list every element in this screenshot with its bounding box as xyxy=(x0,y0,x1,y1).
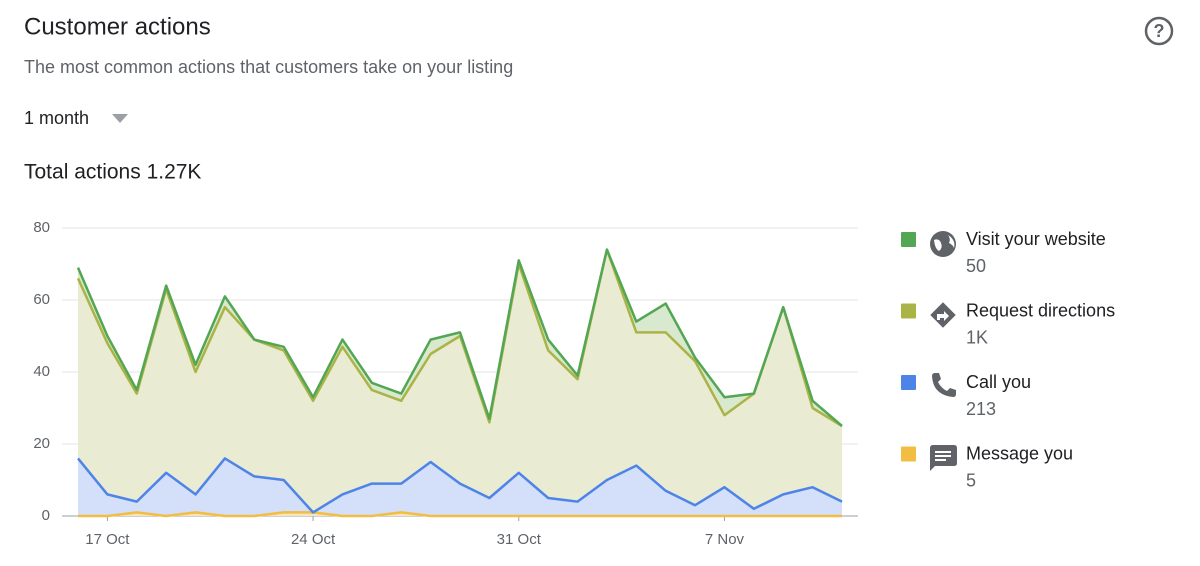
legend: Visit your website 50 Request directions 1K… xyxy=(901,229,1115,490)
message-icon xyxy=(930,445,957,471)
y-tick-label: 80 xyxy=(33,219,50,236)
x-tick-label: 31 Oct xyxy=(497,531,542,548)
y-tick-label: 0 xyxy=(42,507,50,524)
legend-swatch xyxy=(901,375,916,390)
legend-icons xyxy=(930,231,957,471)
area-fill xyxy=(78,458,842,516)
legend-label: Call you xyxy=(966,372,1031,392)
area-fill xyxy=(78,249,842,513)
help-icon[interactable]: ? xyxy=(1144,16,1174,46)
legend-label: Visit your website xyxy=(966,229,1106,249)
legend-total: 50 xyxy=(966,256,986,276)
dropdown-arrow[interactable] xyxy=(112,114,128,123)
title: Customer actions xyxy=(24,13,211,40)
x-tick-label: 7 Nov xyxy=(705,531,745,548)
period-select[interactable]: 1 month xyxy=(24,108,89,128)
directions-icon xyxy=(930,302,956,328)
legend-label: Message you xyxy=(966,443,1073,463)
subtitle: The most common actions that customers t… xyxy=(24,57,513,77)
svg-text:?: ? xyxy=(1154,21,1165,41)
y-tick-label: 20 xyxy=(33,435,50,452)
legend-total: 213 xyxy=(966,399,996,419)
area-line xyxy=(77,457,843,514)
total-actions: Total actions 1.27K xyxy=(24,161,201,184)
legend-total: 1K xyxy=(966,327,988,347)
phone-icon xyxy=(932,373,956,397)
y-tick-label: 60 xyxy=(33,291,50,308)
legend-total: 5 xyxy=(966,470,976,490)
x-tick-label: 17 Oct xyxy=(85,531,130,548)
legend-swatch xyxy=(901,232,916,247)
legend-swatch xyxy=(901,303,916,319)
legend-label: Request directions xyxy=(966,300,1115,320)
y-tick-label: 40 xyxy=(33,363,50,380)
area-line xyxy=(76,248,843,427)
globe-icon xyxy=(930,231,956,257)
legend-swatch xyxy=(901,446,916,462)
area-line xyxy=(78,511,842,518)
plot: 0 20 40 60 80 17 Oct 24 Oct 31 Oct 7 Nov xyxy=(33,219,858,548)
x-tick-label: 24 Oct xyxy=(291,531,336,548)
